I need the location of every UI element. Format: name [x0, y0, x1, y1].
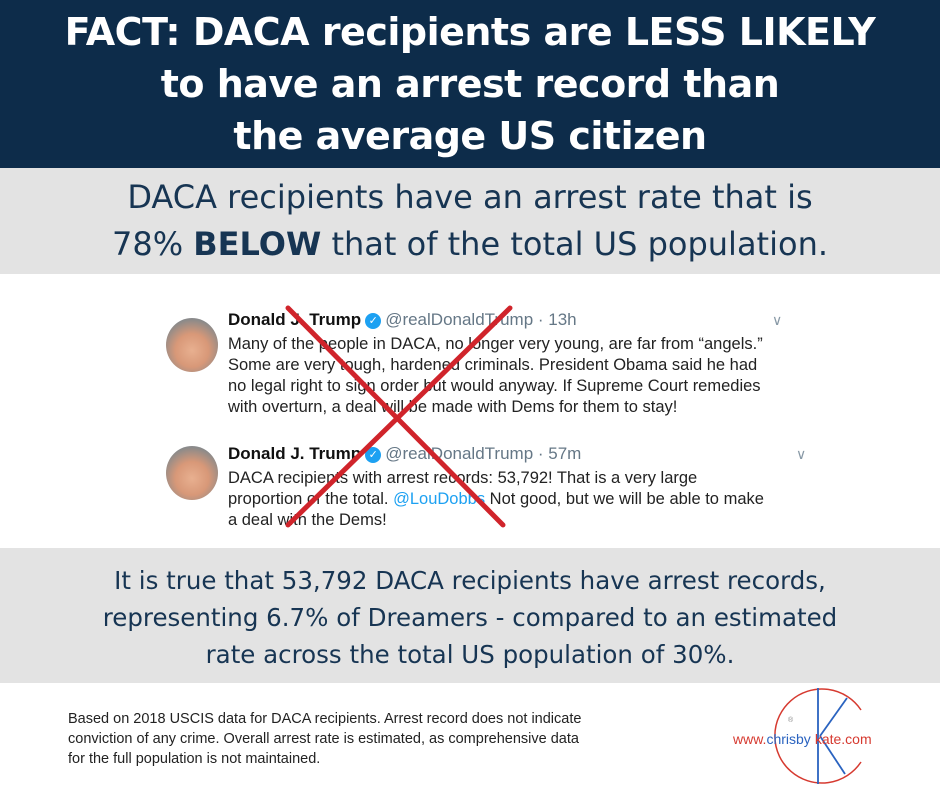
tweet-header: Donald J. Trump ✓ @realDonaldTrump · 13h — [228, 310, 577, 330]
fact-line: It is true that 53,792 DACA recipients h… — [114, 566, 826, 595]
subheadline-band: DACA recipients have an arrest rate that… — [0, 168, 940, 274]
fact-line: representing 6.7% of Dreamers - compared… — [102, 603, 838, 632]
subheadline-line: DACA recipients have an arrest rate that… — [127, 178, 813, 216]
fact-band: It is true that 53,792 DACA recipients h… — [0, 548, 940, 683]
tweet-line: Many of the people in DACA, no longer ve… — [228, 335, 763, 353]
avatar — [166, 318, 218, 372]
mention-link[interactable]: @LouDobbs — [393, 490, 486, 508]
footnote: Based on 2018 USCIS data for DACA recipi… — [68, 709, 708, 769]
chrisbykate-logo: www.chrisby kate.com ® — [732, 688, 872, 784]
red-cross-icon — [285, 305, 513, 528]
logo-text: www. — [732, 731, 766, 747]
tweet-line: with overturn, a deal will be made with … — [228, 398, 678, 416]
headline-line: to have an arrest record than — [160, 62, 780, 106]
tweet-time: · 13h — [537, 310, 577, 329]
headline-line: the average US citizen — [233, 114, 707, 158]
logo-text: chrisby — [766, 731, 810, 747]
chevron-down-icon: ∨ — [796, 446, 807, 462]
tweet-body: Many of the people in DACA, no longer ve… — [228, 334, 763, 418]
tweet-line: proportion of the total. @LouDobbs Not g… — [228, 489, 764, 510]
tweet-author: Donald J. Trump — [228, 310, 362, 329]
fact-line: rate across the total US population of 3… — [205, 640, 735, 669]
tweet-screenshot: Donald J. Trump ✓ @realDonaldTrump · 13h ∨… — [160, 300, 840, 540]
registered-mark: ® — [788, 716, 794, 724]
subhead-text: that of the total US population. — [321, 225, 829, 263]
footnote-line: for the full population is not maintaine… — [68, 751, 321, 767]
headline-banner: FACT: DACA recipients are LESS LIKELY to… — [0, 0, 940, 168]
tweet-author: Donald J. Trump — [228, 444, 362, 463]
logo-text: kate.com — [815, 731, 872, 747]
subhead-text: 78% — [111, 225, 194, 263]
tweet-text: Not good, but we will be able to make — [485, 490, 764, 508]
chevron-down-icon: ∨ — [772, 312, 783, 328]
tweet-text: proportion of the total. — [228, 490, 394, 508]
tweet-line: Some are very tough, hardened criminals.… — [228, 356, 758, 374]
tweet-line: a deal with the Dems! — [228, 511, 387, 529]
tweet-time: · 57m — [537, 444, 582, 463]
tweet-handle: @realDonaldTrump — [385, 444, 534, 463]
avatar — [166, 446, 218, 500]
footnote-line: Based on 2018 USCIS data for DACA recipi… — [68, 711, 582, 727]
tweet-line: DACA recipients with arrest records: 53,… — [228, 469, 698, 487]
tweet-body: DACA recipients with arrest records: 53,… — [228, 468, 764, 531]
footnote-line: conviction of any crime. Overall arrest … — [68, 731, 579, 747]
verified-icon: ✓ — [365, 447, 382, 463]
subheadline-line: 78% BELOW that of the total US populatio… — [0, 221, 940, 268]
subhead-emphasis: BELOW — [193, 225, 322, 263]
verified-icon: ✓ — [365, 313, 382, 329]
headline-line: FACT: DACA recipients are LESS LIKELY — [64, 10, 876, 54]
tweet-header: Donald J. Trump ✓ @realDonaldTrump · 57m — [228, 444, 581, 464]
